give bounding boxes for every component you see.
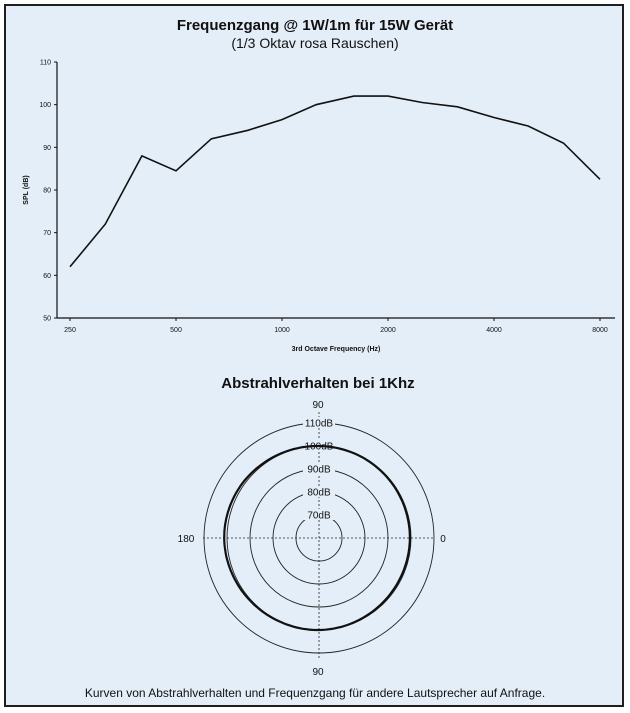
polar-angle-right: 0	[440, 534, 446, 545]
x-tick-label: 8000	[592, 327, 608, 334]
y-tick-label: 100	[39, 102, 51, 109]
ring-label: 90dB	[307, 465, 331, 476]
polar-title: Abstrahlverhalten bei 1Khz	[221, 375, 414, 392]
series-line	[70, 96, 600, 267]
y-axis-ticks: 50 60 70 80 90 100 110	[39, 60, 57, 323]
y-tick-label: 60	[43, 273, 51, 280]
y-tick-label: 80	[43, 188, 51, 195]
x-axis-ticks: 250 500 1000 2000 4000 8000	[64, 318, 608, 334]
ring-label: 80dB	[307, 488, 331, 499]
frequency-response-chart: Frequenzgang @ 1W/1m für 15W Gerät (1/3 …	[23, 17, 615, 353]
y-tick-label: 50	[43, 316, 51, 323]
y-tick-label: 70	[43, 230, 51, 237]
x-tick-label: 250	[64, 327, 76, 334]
x-tick-label: 2000	[380, 327, 396, 334]
x-tick-label: 4000	[486, 327, 502, 334]
ring-label: 70dB	[307, 511, 331, 522]
polar-angle-bottom: 90	[312, 667, 324, 678]
chart-title: Frequenzgang @ 1W/1m für 15W Gerät	[177, 17, 453, 34]
y-tick-label: 90	[43, 145, 51, 152]
footer-caption: Kurven von Abstrahlverhalten und Frequen…	[85, 686, 545, 700]
polar-angle-left: 180	[178, 534, 195, 545]
y-axis-label: SPL (dB)	[23, 175, 30, 204]
ring-label: 110dB	[305, 419, 334, 430]
polar-angle-top: 90	[312, 400, 324, 411]
x-tick-label: 500	[170, 327, 182, 334]
polar-directivity-chart: Abstrahlverhalten bei 1Khz 70dB 80dB 90dB 1…	[178, 375, 447, 678]
y-tick-label: 110	[40, 60, 51, 67]
x-axis-label: 3rd Octave Frequency (Hz)	[292, 346, 381, 353]
chart-subtitle: (1/3 Oktav rosa Rauschen)	[231, 35, 398, 51]
x-tick-label: 1000	[274, 327, 290, 334]
